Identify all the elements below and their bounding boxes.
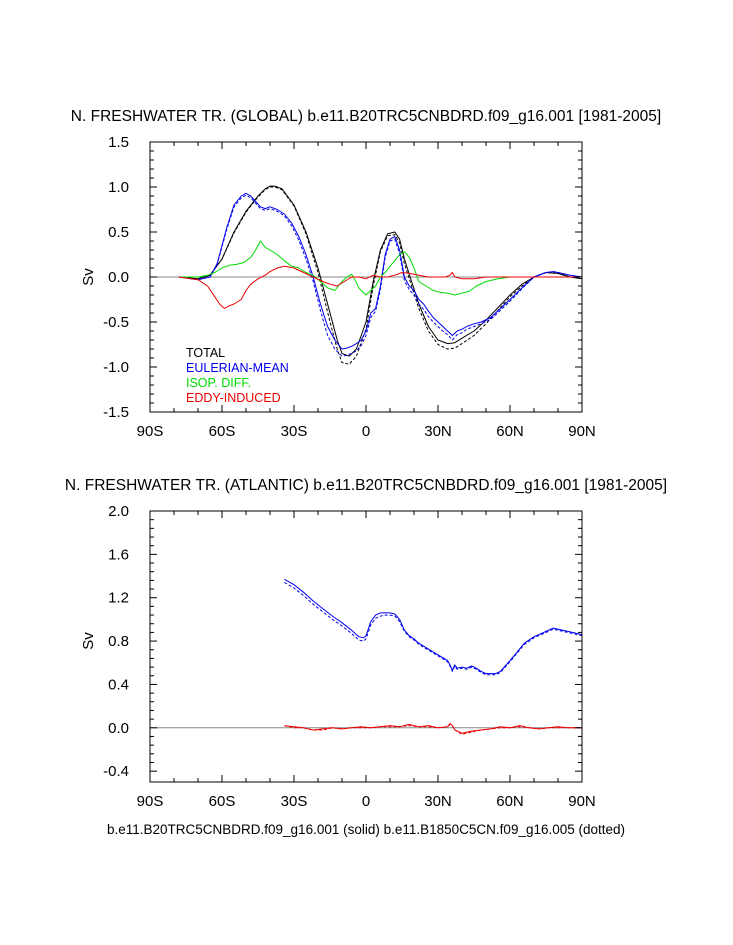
legend-eulerian-mean: EULERIAN-MEAN [186,361,289,375]
global-ticks: 90S 60S 30S 0 30N 60N 90N -1.5 -1.0 -0.5 0.0 0.5 1.0… [103,134,596,440]
atlantic-x-tick-label: 60N [496,793,524,810]
global-y-tick-label: 1.5 [108,134,129,151]
global-y-axis-title: Sv [80,268,97,286]
global-y-tick-label: -1.0 [103,359,129,376]
global-legend: TOTAL EULERIAN-MEAN ISOP. DIFF. EDDY-IND… [186,346,289,405]
atlantic-x-tick-label: 60S [209,793,236,810]
atlantic-y-tick-label: 1.2 [108,590,129,607]
global-series-group [178,185,583,365]
footer-caption: b.e11.B20TRC5CNBDRD.f09_g16.001 (solid) … [107,822,625,837]
global-series-eulerian-mean-solid [178,192,583,350]
global-x-tick-label: 90S [137,423,164,440]
atlantic-y-tick-label: 0.0 [108,720,129,737]
global-y-tick-label: -0.5 [103,314,129,331]
atlantic-x-tick-label: 30S [281,793,308,810]
atlantic-y-tick-label: 1.6 [108,546,129,563]
atlantic-y-tick-label: -0.4 [103,763,129,780]
global-x-tick-label: 60S [209,423,236,440]
global-x-tick-label: 60N [496,423,524,440]
atlantic-series-eddy-induced-dotted [284,724,582,735]
global-x-tick-label: 0 [362,423,370,440]
atlantic-y-axis-title: Sv [80,632,97,650]
global-y-tick-label: 1.0 [108,179,129,196]
atlantic-y-tick-label: 2.0 [108,503,129,520]
atlantic-x-tick-label: 0 [362,793,370,810]
global-y-tick-label: 0.5 [108,224,129,241]
atlantic-y-tick-label: 0.4 [108,676,129,693]
global-x-tick-label: 90N [568,423,596,440]
global-series-eulerian-mean-dotted [178,194,583,357]
legend-isop-diff: ISOP. DIFF. [186,376,251,390]
global-series-total-dotted [178,186,583,365]
atlantic-series-eulerian-mean-dotted [284,582,583,676]
atlantic-x-tick-label: 30N [424,793,452,810]
legend-total: TOTAL [186,346,225,360]
global-y-tick-label: -1.5 [103,404,129,421]
global-y-tick-label: 0.0 [108,269,129,286]
atlantic-x-tick-label: 90N [568,793,596,810]
global-x-tick-label: 30N [424,423,452,440]
atlantic-series-eulerian-mean-solid [284,578,583,675]
atlantic-panel: N. FRESHWATER TR. (ATLANTIC) b.e11.B20TR… [65,477,667,810]
atlantic-ticks: 90S 60S 30S 0 30N 60N 90N -0.4 0.0 0.4 0.8 1.2 1.6 2.… [103,503,596,810]
global-x-tick-label: 30S [281,423,308,440]
atlantic-x-tick-label: 90S [137,793,164,810]
global-series-eddy-induced-solid [178,265,582,309]
atlantic-y-tick-label: 0.8 [108,633,129,650]
legend-eddy-induced: EDDY-INDUCED [186,391,281,405]
atlantic-series-group [284,578,583,735]
global-panel: N. FRESHWATER TR. (GLOBAL) b.e11.B20TRC5… [71,108,661,440]
global-chart-title: N. FRESHWATER TR. (GLOBAL) b.e11.B20TRC5… [71,108,661,125]
global-series-total-solid [178,185,583,357]
atlantic-plot-frame [149,510,583,783]
atlantic-chart-title: N. FRESHWATER TR. (ATLANTIC) b.e11.B20TR… [65,477,667,494]
global-series-isop-diff-solid [178,240,582,296]
